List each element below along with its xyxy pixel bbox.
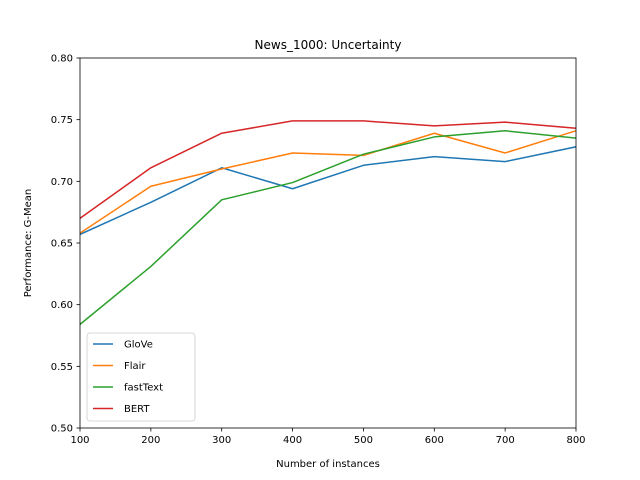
y-tick-label: 0.65	[51, 239, 73, 250]
y-tick-label: 0.50	[51, 424, 73, 435]
x-tick-label: 500	[354, 435, 373, 446]
series-line-bert	[80, 120, 576, 220]
y-tick-label: 0.80	[51, 54, 73, 65]
x-tick-label: 200	[141, 435, 160, 446]
series-line-glove	[80, 146, 576, 236]
y-axis-title: Performance: G-Mean	[23, 189, 34, 298]
plot-area	[80, 120, 576, 326]
legend-label-bert: BERT	[124, 404, 150, 415]
y-tick-label: 0.75	[51, 115, 73, 126]
x-tick-label: 300	[212, 435, 231, 446]
legend-label-fasttext: fastText	[124, 383, 163, 394]
legend-box	[86, 332, 196, 422]
y-tick-label: 0.60	[51, 300, 73, 311]
x-tick-label: 800	[566, 435, 585, 446]
axes: 100 200 300 400 500 600 700 800 0.50 0.55 0.60 0.65…	[51, 54, 586, 447]
series-line-fasttext	[80, 130, 576, 326]
legend: GloVe Flair fastText BERT	[86, 332, 196, 422]
y-tick-label: 0.55	[51, 362, 73, 373]
series-line-flair	[80, 129, 576, 235]
legend-label-flair: Flair	[124, 361, 146, 372]
x-tick-label: 600	[425, 435, 444, 446]
y-tick-label: 0.70	[51, 177, 73, 188]
legend-label-glove: GloVe	[124, 340, 153, 351]
chart-title: News_1000: Uncertainty	[255, 38, 402, 52]
x-tick-label: 100	[70, 435, 89, 446]
x-tick-label: 400	[283, 435, 302, 446]
x-axis-title: Number of instances	[276, 459, 380, 470]
x-tick-label: 700	[496, 435, 515, 446]
